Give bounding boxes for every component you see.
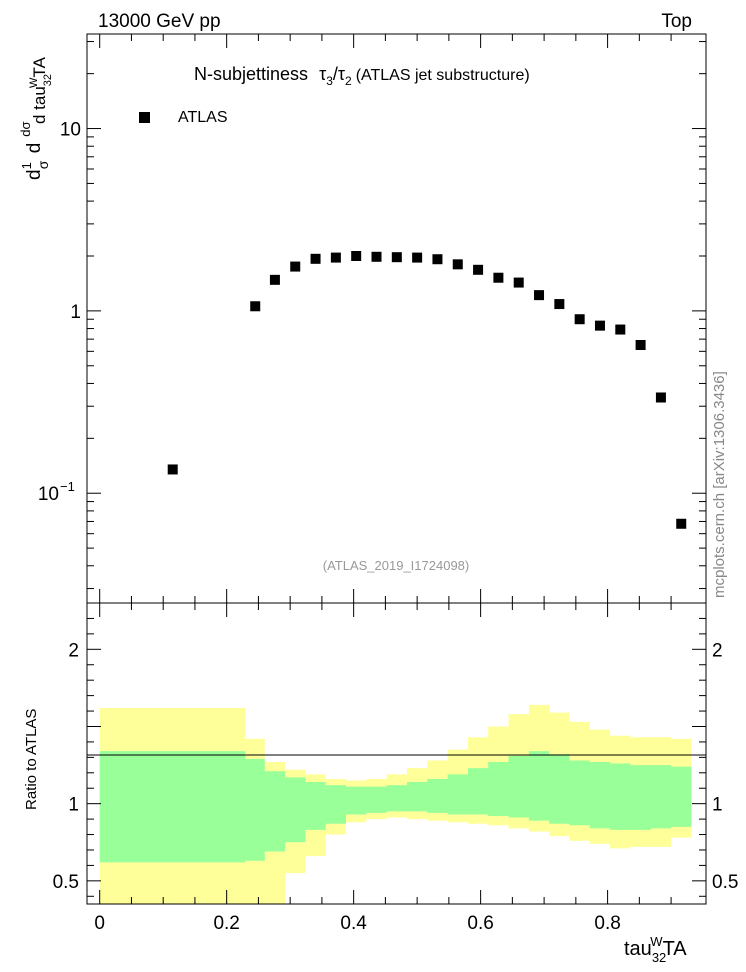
main-y-axis-label: d1σ ddσ d tau32WTA	[18, 56, 54, 180]
side-source-label: mcplots.cern.ch [arXiv:1306.3436]	[711, 371, 728, 598]
x-tick-label: 0.2	[213, 913, 239, 934]
data-point	[635, 339, 646, 350]
x-tick-label: 0.4	[340, 913, 367, 934]
data-point	[432, 254, 443, 265]
main-y-tick-label: 10	[38, 484, 59, 505]
x-tick-label: 0.6	[467, 913, 493, 934]
data-point	[655, 392, 666, 403]
legend-label-atlas: ATLAS	[178, 109, 228, 126]
data-point	[615, 324, 626, 335]
ratio-y-tick-label-left: 0.5	[53, 872, 79, 893]
ratio-plot-frame	[86, 602, 707, 905]
data-point	[310, 253, 321, 264]
data-point	[594, 320, 605, 331]
ratio-y-tick-label-left: 2	[68, 640, 79, 661]
data-point	[554, 299, 565, 310]
analysis-id-label: (ATLAS_2019_I1724098)	[323, 558, 469, 573]
data-point	[351, 250, 362, 261]
data-point	[371, 251, 382, 262]
x-tick-label: 0	[94, 913, 105, 934]
data-point	[473, 264, 484, 275]
main-y-tick-label: 10	[60, 120, 81, 141]
header-energy-label: 13000 GeV pp	[98, 11, 221, 32]
data-point	[493, 272, 504, 283]
ratio-axis-ticks: 0.5 0.5 1 1 2 2 0 0.2 0.4 0.6 0.8	[53, 602, 738, 934]
ratio-y-tick-label-left: 1	[68, 795, 79, 816]
main-y-tick-label: 1	[70, 302, 81, 323]
data-point	[269, 274, 280, 285]
data-point	[534, 290, 545, 301]
data-point	[412, 252, 423, 263]
ratio-y-tick-label-right: 0.5	[712, 872, 738, 893]
plot-title: N-subjettiness τ3/τ2 (ATLAS jet substruct…	[194, 64, 530, 88]
x-tick-label: 0.8	[594, 913, 620, 934]
data-point	[330, 252, 341, 263]
data-point	[452, 259, 463, 270]
ratio-y-tick-label-right: 2	[712, 640, 723, 661]
data-point	[167, 464, 178, 475]
data-point	[290, 261, 301, 272]
x-axis-label: tau32WTA	[624, 934, 687, 965]
header-process-label: Top	[661, 11, 692, 32]
ratio-y-tick-label-right: 1	[712, 795, 723, 816]
data-point	[574, 314, 585, 325]
ratio-bands	[99, 704, 692, 904]
svg-text:d1σ ddσ: d1σ ddσ	[18, 121, 51, 180]
ratio-y-axis-label: Ratio to ATLAS	[23, 709, 40, 810]
data-point	[676, 518, 687, 529]
svg-text:d tau32WTA: d tau32WTA	[28, 56, 54, 124]
main-y-tick-exponent: −1	[60, 479, 75, 494]
main-data-points	[167, 250, 687, 529]
data-point	[513, 277, 524, 288]
data-point	[250, 301, 261, 312]
data-point	[391, 252, 402, 263]
legend-marker-atlas	[139, 112, 150, 123]
ratio-band-inner	[99, 751, 692, 863]
